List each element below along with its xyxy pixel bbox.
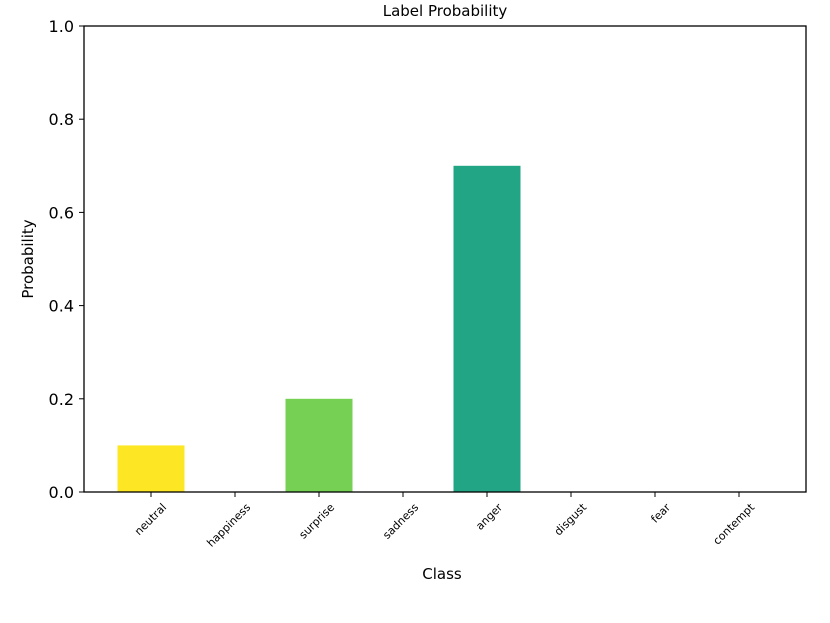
x-tick-label: sadness <box>380 501 421 542</box>
x-tick-label: contempt <box>711 500 758 547</box>
y-tick-label: 0.8 <box>49 110 74 129</box>
y-tick-label: 1.0 <box>49 17 74 36</box>
x-tick-label: fear <box>648 501 673 526</box>
y-tick-label: 0.6 <box>49 203 74 222</box>
bar-anger <box>453 165 521 493</box>
x-axis: neutral happiness surprise sadness anger disg… <box>132 492 758 550</box>
chart-title: Label Probability <box>383 2 508 20</box>
y-tick-label: 0.2 <box>49 390 74 409</box>
x-axis-title: Class <box>422 565 462 583</box>
x-tick-label: surprise <box>297 501 338 542</box>
x-tick-label: happiness <box>204 501 253 550</box>
x-tick-label: disgust <box>552 500 590 538</box>
y-tick-label: 0.4 <box>49 297 74 316</box>
x-tick-label: neutral <box>132 501 169 538</box>
bar-surprise <box>285 398 353 492</box>
x-tick-label: anger <box>473 501 505 533</box>
bar-neutral <box>117 445 185 492</box>
plot-frame <box>83 25 807 493</box>
y-axis-title: Probability <box>19 219 37 298</box>
y-axis: 0.0 0.2 0.4 0.6 0.8 1.0 <box>49 17 84 502</box>
bars-group <box>117 165 521 493</box>
y-tick-label: 0.0 <box>49 483 74 502</box>
